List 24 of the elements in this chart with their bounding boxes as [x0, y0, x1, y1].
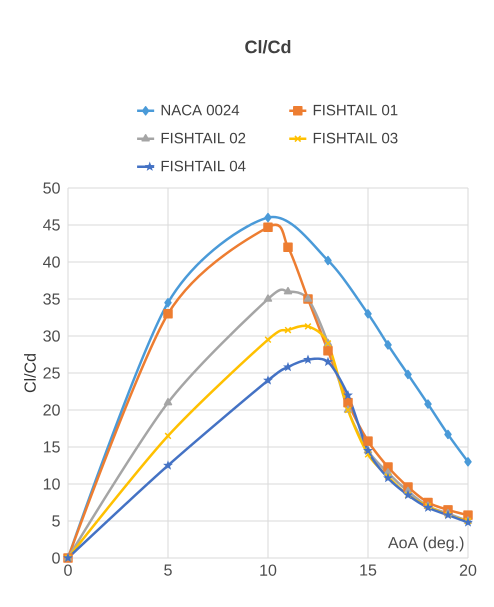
y-tick-label: 0	[52, 552, 60, 564]
legend-label: FISHTAIL 01	[314, 104, 398, 116]
legend-label: FISHTAIL 02	[162, 132, 246, 144]
x-tick-label: 5	[164, 564, 172, 576]
y-tick-label: 30	[43, 330, 60, 342]
chart-title: Cl/Cd	[245, 40, 290, 54]
x-tick-label: 20	[460, 564, 476, 576]
x-axis-title: AoA (deg.)	[388, 536, 464, 552]
x-tick-label: 10	[260, 564, 276, 576]
x-tick-label: 15	[360, 564, 376, 576]
y-tick-label: 45	[43, 219, 60, 231]
y-tick-label: 50	[43, 182, 60, 194]
y-tick-label: 35	[43, 293, 60, 305]
y-tick-label: 25	[43, 367, 60, 379]
y-tick-label: 10	[44, 478, 60, 490]
legend-label: FISHTAIL 04	[162, 160, 246, 172]
legend-label: FISHTAIL 03	[314, 132, 398, 144]
y-tick-label: 5	[52, 515, 60, 527]
y-tick-label: 20	[43, 404, 60, 416]
y-tick-label: 40	[43, 256, 60, 268]
legend-label: NACA 0024	[162, 104, 240, 116]
x-tick-label: 0	[64, 564, 72, 576]
y-axis-title: Cl/Cd	[24, 354, 36, 392]
y-tick-label: 15	[44, 441, 60, 453]
